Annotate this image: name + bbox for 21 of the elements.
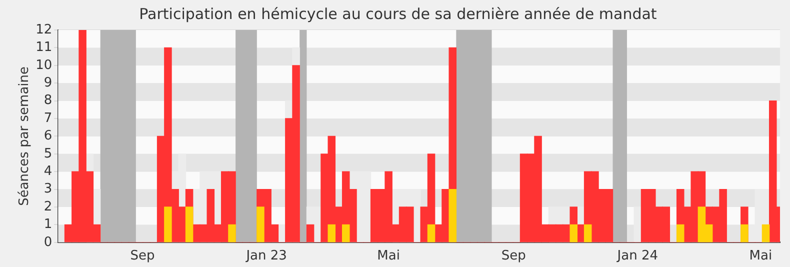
x-tick-label: Jan 23 bbox=[245, 248, 287, 264]
y-axis-title: Séances par semaine bbox=[17, 66, 32, 206]
y-tick-label: 9 bbox=[44, 75, 52, 90]
y-tick-label: 1 bbox=[44, 217, 52, 232]
y-tick-label: 11 bbox=[36, 40, 52, 56]
chart-title: Participation en hémicycle au cours de sa dernière année de mandat bbox=[139, 4, 657, 23]
y-tick-label: 4 bbox=[44, 164, 52, 179]
y-tick-label: 2 bbox=[44, 199, 52, 214]
y-tick-label: 0 bbox=[44, 234, 52, 250]
x-tick-label: Sep bbox=[130, 248, 155, 264]
y-tick-label: 10 bbox=[36, 58, 52, 73]
x-tick-label: Jan 24 bbox=[616, 248, 658, 264]
x-tick-label: Sep bbox=[501, 248, 526, 264]
y-tick-label: 3 bbox=[44, 182, 52, 197]
y-tick-label: 12 bbox=[36, 22, 52, 38]
x-tick-label: Mai bbox=[377, 248, 400, 264]
x-tick-label: Mai bbox=[749, 248, 772, 264]
y-tick-label: 5 bbox=[44, 146, 52, 162]
y-tick-label: 6 bbox=[44, 128, 52, 144]
y-tick-label: 8 bbox=[44, 93, 52, 108]
y-tick-label: 7 bbox=[44, 110, 52, 126]
